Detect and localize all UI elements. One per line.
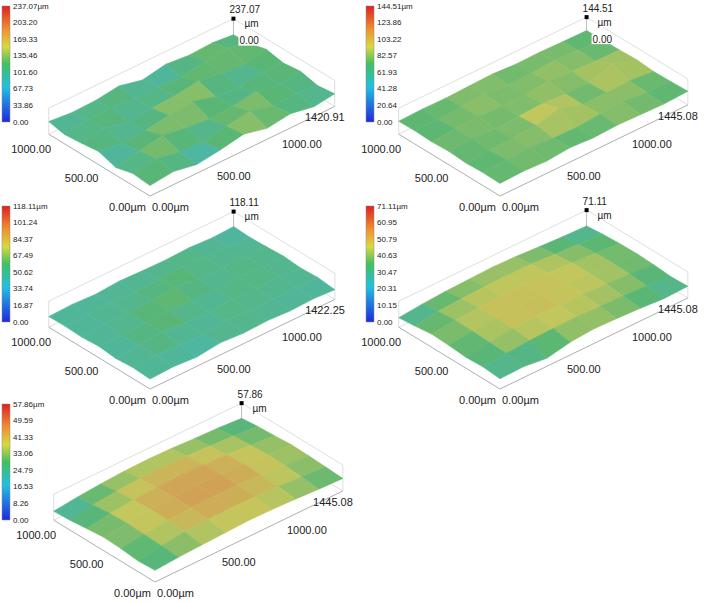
svg-text:500.00: 500.00 xyxy=(65,172,99,184)
svg-text:203.20: 203.20 xyxy=(13,18,38,27)
svg-text:169.33: 169.33 xyxy=(13,35,38,44)
svg-text:67.73: 67.73 xyxy=(13,84,34,93)
svg-text:41.33: 41.33 xyxy=(13,433,34,442)
svg-text:71.11: 71.11 xyxy=(583,196,608,207)
svg-text:1445.08: 1445.08 xyxy=(658,303,698,315)
svg-text:0.00: 0.00 xyxy=(13,318,29,327)
svg-text:50.62: 50.62 xyxy=(13,268,34,277)
svg-text:144.51: 144.51 xyxy=(583,3,614,14)
svg-text:500.00: 500.00 xyxy=(567,170,601,182)
svg-text:1000.00: 1000.00 xyxy=(282,331,322,343)
svg-text:16.87: 16.87 xyxy=(13,301,34,310)
svg-text:1000.00: 1000.00 xyxy=(16,529,56,541)
svg-text:1000.00: 1000.00 xyxy=(632,331,672,343)
svg-text:41.28: 41.28 xyxy=(377,84,398,93)
svg-text:500.00: 500.00 xyxy=(567,363,601,375)
svg-text:0.00µm: 0.00µm xyxy=(109,201,146,213)
svg-text:57.86µm: 57.86µm xyxy=(13,400,45,409)
svg-text:144.51µm: 144.51µm xyxy=(377,2,413,11)
svg-text:123.86: 123.86 xyxy=(377,18,402,27)
svg-text:0.00µm: 0.00µm xyxy=(459,394,496,406)
svg-text:0.00µm: 0.00µm xyxy=(459,201,496,213)
svg-text:500.00: 500.00 xyxy=(70,558,104,570)
svg-text:0.00µm: 0.00µm xyxy=(502,201,539,213)
svg-text:1000.00: 1000.00 xyxy=(11,143,51,155)
svg-text:71.11µm: 71.11µm xyxy=(377,202,408,211)
svg-text:118.11: 118.11 xyxy=(230,197,260,208)
svg-text:135.46: 135.46 xyxy=(13,51,38,60)
svg-text:20.64: 20.64 xyxy=(377,101,398,110)
svg-text:0.00: 0.00 xyxy=(239,35,259,46)
svg-text:500.00: 500.00 xyxy=(217,170,251,182)
svg-text:1420.91: 1420.91 xyxy=(305,111,345,123)
svg-text:µm: µm xyxy=(598,17,612,28)
svg-text:µm: µm xyxy=(253,403,267,414)
svg-text:1000.00: 1000.00 xyxy=(632,138,672,150)
svg-text:0.00: 0.00 xyxy=(593,34,613,45)
svg-text:10.15: 10.15 xyxy=(377,301,398,310)
svg-text:1445.08: 1445.08 xyxy=(658,110,698,122)
svg-text:1000.00: 1000.00 xyxy=(282,138,322,150)
svg-text:237.07: 237.07 xyxy=(229,4,260,15)
svg-text:49.59: 49.59 xyxy=(13,416,34,425)
svg-text:237.07µm: 237.07µm xyxy=(13,2,49,11)
svg-text:1000.00: 1000.00 xyxy=(361,336,401,348)
svg-text:0.00µm: 0.00µm xyxy=(152,394,189,406)
svg-text:40.63: 40.63 xyxy=(377,251,398,260)
svg-text:67.49: 67.49 xyxy=(13,251,34,260)
svg-text:84.37: 84.37 xyxy=(13,235,34,244)
svg-text:82.57: 82.57 xyxy=(377,51,398,60)
svg-text:33.74: 33.74 xyxy=(13,284,34,293)
svg-text:µm: µm xyxy=(245,211,259,222)
svg-text:8.26: 8.26 xyxy=(13,499,29,508)
svg-text:20.31: 20.31 xyxy=(377,284,398,293)
svg-text:0.00µm: 0.00µm xyxy=(109,394,146,406)
svg-text:61.93: 61.93 xyxy=(377,68,398,77)
svg-text:500.00: 500.00 xyxy=(222,556,256,568)
svg-text:1000.00: 1000.00 xyxy=(287,524,327,536)
svg-text:16.53: 16.53 xyxy=(13,482,34,491)
svg-text:57.86: 57.86 xyxy=(238,389,263,400)
svg-text:500.00: 500.00 xyxy=(65,365,99,377)
svg-text:60.95: 60.95 xyxy=(377,218,398,227)
svg-text:24.79: 24.79 xyxy=(13,466,34,475)
svg-text:500.00: 500.00 xyxy=(415,365,449,377)
svg-text:0.00µm: 0.00µm xyxy=(502,394,539,406)
svg-text:50.79: 50.79 xyxy=(377,235,398,244)
svg-text:101.24: 101.24 xyxy=(13,218,38,227)
svg-text:118.11µm: 118.11µm xyxy=(13,202,48,211)
svg-text:1445.08: 1445.08 xyxy=(313,496,353,508)
svg-text:30.47: 30.47 xyxy=(377,268,398,277)
svg-text:µm: µm xyxy=(598,210,612,221)
svg-text:103.22: 103.22 xyxy=(377,35,402,44)
svg-text:1000.00: 1000.00 xyxy=(361,143,401,155)
svg-text:101.60: 101.60 xyxy=(13,68,38,77)
svg-text:0.00: 0.00 xyxy=(377,118,393,127)
svg-text:500.00: 500.00 xyxy=(415,172,449,184)
svg-text:500.00: 500.00 xyxy=(217,363,251,375)
svg-text:33.06: 33.06 xyxy=(13,449,34,458)
svg-text:0.00: 0.00 xyxy=(13,118,29,127)
svg-text:0.00: 0.00 xyxy=(13,516,29,525)
svg-text:0.00: 0.00 xyxy=(377,318,393,327)
svg-text:1422.25: 1422.25 xyxy=(305,304,345,316)
svg-text:33.86: 33.86 xyxy=(13,101,34,110)
svg-text:0.00µm: 0.00µm xyxy=(114,587,151,599)
svg-text:1000.00: 1000.00 xyxy=(11,336,51,348)
svg-text:0.00µm: 0.00µm xyxy=(152,201,189,213)
svg-text:0.00µm: 0.00µm xyxy=(157,587,194,599)
svg-text:µm: µm xyxy=(244,18,258,29)
